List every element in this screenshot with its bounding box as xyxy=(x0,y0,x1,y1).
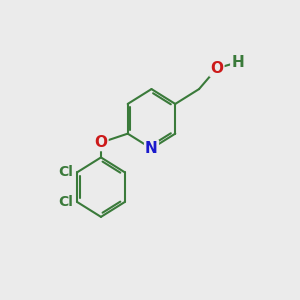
Text: H: H xyxy=(231,55,244,70)
Text: O: O xyxy=(94,135,107,150)
Text: Cl: Cl xyxy=(59,195,74,209)
Text: O: O xyxy=(210,61,224,76)
Text: N: N xyxy=(145,141,158,156)
Text: Cl: Cl xyxy=(59,165,74,179)
